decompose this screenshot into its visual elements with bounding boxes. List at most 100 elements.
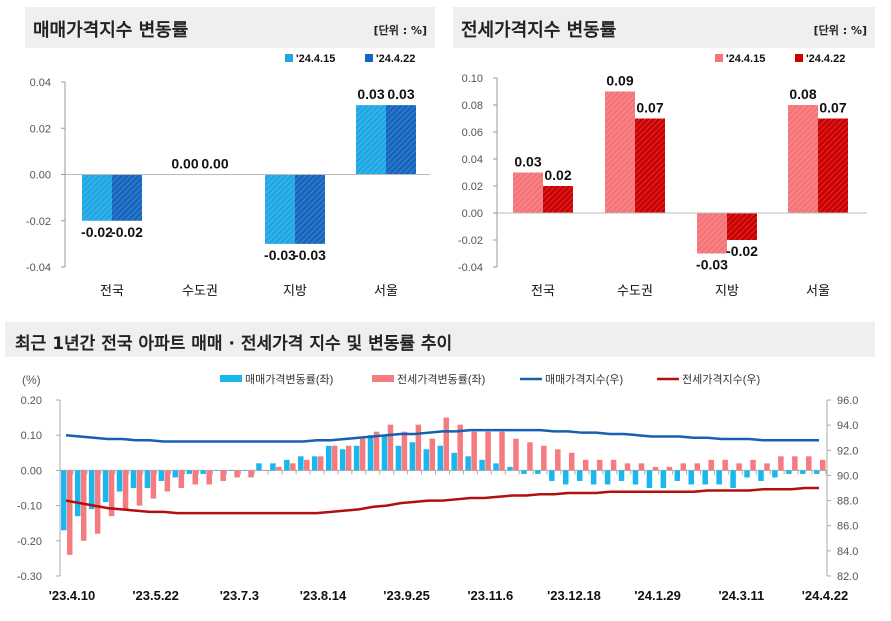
y-tick-label: 0.02: [30, 123, 51, 135]
y-tick-label: 0.08: [462, 100, 483, 112]
jeonse-change-bar: [596, 459, 603, 471]
sales-change-bar: [604, 470, 611, 485]
sales-change-bar: [744, 470, 750, 478]
jeonse-panel-unit: [단위 : %]: [813, 24, 867, 37]
sales-change-bar: [102, 470, 109, 503]
jeonse-change-bar: [373, 431, 380, 471]
y-tick-label: -0.04: [26, 262, 51, 274]
category-label: 전국: [100, 283, 124, 298]
right-tick-label: 92.0: [837, 445, 858, 457]
y-tick-label: -0.02: [26, 216, 51, 228]
bar-hatch: [112, 174, 142, 221]
value-label: -0.03: [696, 257, 728, 273]
sales-change-bar: [549, 470, 555, 481]
bar-hatch: [356, 105, 386, 175]
y-tick-label: 0.06: [462, 127, 483, 139]
x-tick-label: '23.9.25: [383, 588, 429, 603]
sales-change-bar: [702, 470, 708, 485]
sales-panel-unit: [단위 : %]: [373, 24, 427, 37]
bar-hatch: [82, 174, 112, 221]
y-tick-label: 0.10: [462, 73, 483, 85]
jeonse-change-bar: [359, 438, 366, 471]
jeonse-change-bar: [652, 466, 659, 471]
category-label: 서울: [806, 283, 830, 298]
jeonse-change-bar: [610, 459, 617, 471]
x-tick-label: '23.11.6: [467, 588, 513, 603]
sales-change-bar: [632, 470, 639, 485]
legend-label: '24.4.15: [726, 53, 765, 65]
jeonse-change-bar: [638, 463, 645, 471]
jeonse-change-bar: [694, 463, 700, 471]
legend-swatch: [715, 54, 723, 62]
category-label: 지방: [283, 283, 307, 298]
jeonse-change-bar: [108, 470, 115, 517]
jeonse-change-bar: [443, 417, 449, 471]
bar-hatch: [697, 213, 727, 254]
sales-change-bar: [521, 470, 527, 474]
sales-change-bar: [437, 445, 443, 471]
left-tick-label: 0.20: [21, 395, 42, 407]
value-label: 0.00: [201, 156, 228, 172]
sales-change-bar: [660, 470, 667, 488]
jeonse-change-bar: [582, 459, 589, 471]
value-label: -0.02: [81, 224, 113, 240]
legend-label: 전세가격지수(우): [682, 373, 760, 386]
sales-change-bar: [214, 470, 220, 471]
jeonse-change-bar: [234, 470, 240, 478]
jeonse-index-line: [65, 486, 819, 515]
sales-change-bar: [353, 445, 360, 471]
jeonse-change-bar: [67, 470, 73, 555]
sales-change-bar: [381, 435, 388, 471]
sales-panel-header: 매매가격지수 변동률 [단위 : %]: [25, 7, 435, 48]
x-tick-label: '23.5.22: [132, 588, 178, 603]
sales-change-bar: [493, 463, 499, 471]
bar-hatch: [605, 91, 635, 213]
legend-swatch: [220, 375, 242, 382]
value-label: 0.02: [544, 167, 571, 183]
sales-change-bar: [618, 470, 625, 481]
jeonse-change-bar: [778, 456, 784, 471]
y-tick-label: 0.02: [462, 181, 483, 193]
right-tick-label: 90.0: [837, 470, 858, 482]
y-axis-unit: (%): [22, 373, 41, 387]
jeonse-change-bar: [206, 470, 212, 485]
sales-change-bar: [590, 470, 597, 485]
jeonse-change-bar: [806, 456, 812, 471]
sales-change-bar: [116, 470, 123, 492]
jeonse-change-bar: [666, 466, 673, 471]
value-label: 0.07: [636, 100, 663, 116]
trend-panel-header: 최근 1년간 전국 아파트 매매 · 전세가격 지수 및 변동률 추이: [5, 322, 875, 357]
sales-change-bar: [646, 470, 653, 488]
jeonse-change-bar: [415, 424, 422, 471]
x-tick-label: '23.4.10: [49, 588, 95, 603]
value-label: -0.03: [294, 247, 326, 263]
sales-change-bar: [228, 470, 234, 471]
jeonse-change-bar: [555, 449, 561, 471]
bar-hatch: [543, 186, 573, 213]
sales-change-bar: [535, 470, 541, 474]
y-tick-label: 0.04: [462, 154, 483, 166]
sales-change-bar: [479, 459, 485, 471]
y-tick-label: -0.04: [458, 262, 483, 274]
bar-hatch: [788, 105, 818, 213]
value-label: -0.02: [726, 243, 758, 259]
bar-hatch: [386, 105, 416, 175]
sales-change-bar: [158, 470, 165, 481]
sales-change-bar: [674, 470, 681, 481]
jeonse-change-bar: [750, 459, 756, 471]
sales-change-bar: [367, 435, 374, 471]
category-label: 지방: [715, 283, 739, 298]
jeonse-change-bar: [178, 470, 185, 488]
sales-change-bar: [298, 456, 304, 471]
bar-hatch: [265, 174, 295, 244]
left-tick-label: -0.20: [17, 536, 42, 548]
jeonse-change-bar: [150, 470, 157, 499]
jeonse-change-bar: [401, 431, 408, 471]
value-label: -0.02: [111, 224, 143, 240]
sales-change-bar: [61, 470, 67, 531]
jeonse-change-bar: [820, 459, 826, 471]
legend-swatch: [372, 375, 394, 382]
sales-change-bar: [716, 470, 722, 485]
jeonse-change-bar: [499, 431, 505, 471]
